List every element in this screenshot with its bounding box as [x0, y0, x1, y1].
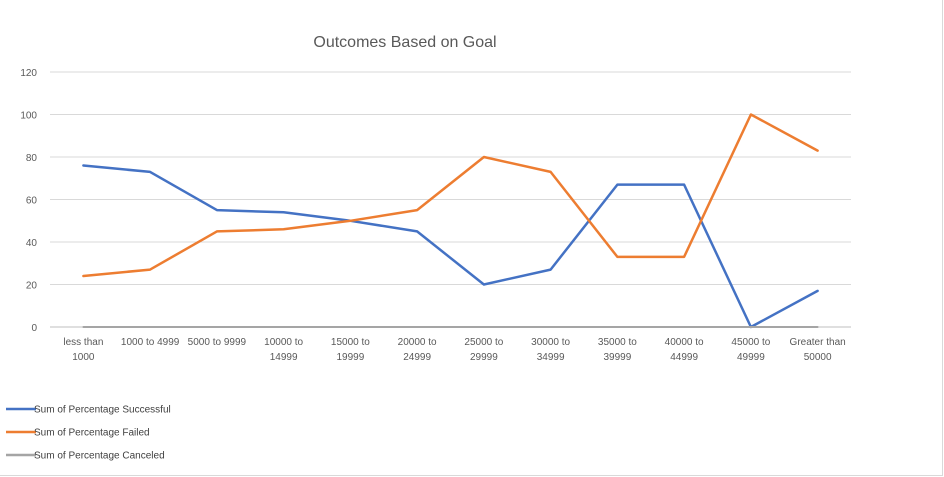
series-line [82, 164, 819, 329]
gridlines [50, 71, 851, 328]
legend-label: Sum of Percentage Failed [34, 428, 150, 439]
legend-label: Sum of Percentage Successful [34, 405, 171, 416]
legend-label: Sum of Percentage Canceled [34, 451, 165, 462]
x-tick-label: 5000 to 9999 [188, 337, 247, 348]
x-tick-label: 25000 to 29999 [464, 337, 503, 363]
y-tick-label: 0 [31, 323, 37, 334]
y-tick-label: 20 [26, 281, 38, 292]
y-tick-label: 60 [26, 196, 38, 207]
y-tick-label: 80 [26, 153, 38, 164]
x-axis-ticks: less than 1000 1000 to 4999 5000 to 9999 100… [63, 337, 845, 363]
x-tick-label: 40000 to 44999 [665, 337, 704, 363]
series-lines [82, 113, 819, 329]
y-tick-label: 100 [20, 111, 37, 122]
x-tick-label: Greater than 50000 [790, 337, 846, 363]
y-axis-ticks: 0 20 40 60 80 100 120 [20, 68, 37, 334]
x-tick-label: less than 1000 [63, 337, 103, 363]
x-tick-label: 10000 to 14999 [264, 337, 303, 363]
x-tick-label: 1000 to 4999 [121, 337, 180, 348]
y-tick-label: 120 [20, 68, 37, 79]
series-line [82, 113, 819, 278]
chart-title: Outcomes Based on Goal [313, 34, 496, 51]
x-tick-label: 35000 to 39999 [598, 337, 637, 363]
x-tick-label: 15000 to 19999 [331, 337, 370, 363]
legend: Sum of Percentage Successful Sum of Perce… [6, 405, 171, 462]
y-tick-label: 40 [26, 238, 38, 249]
x-tick-label: 20000 to 24999 [398, 337, 437, 363]
x-tick-label: 45000 to 49999 [731, 337, 770, 363]
x-tick-label: 30000 to 34999 [531, 337, 570, 363]
